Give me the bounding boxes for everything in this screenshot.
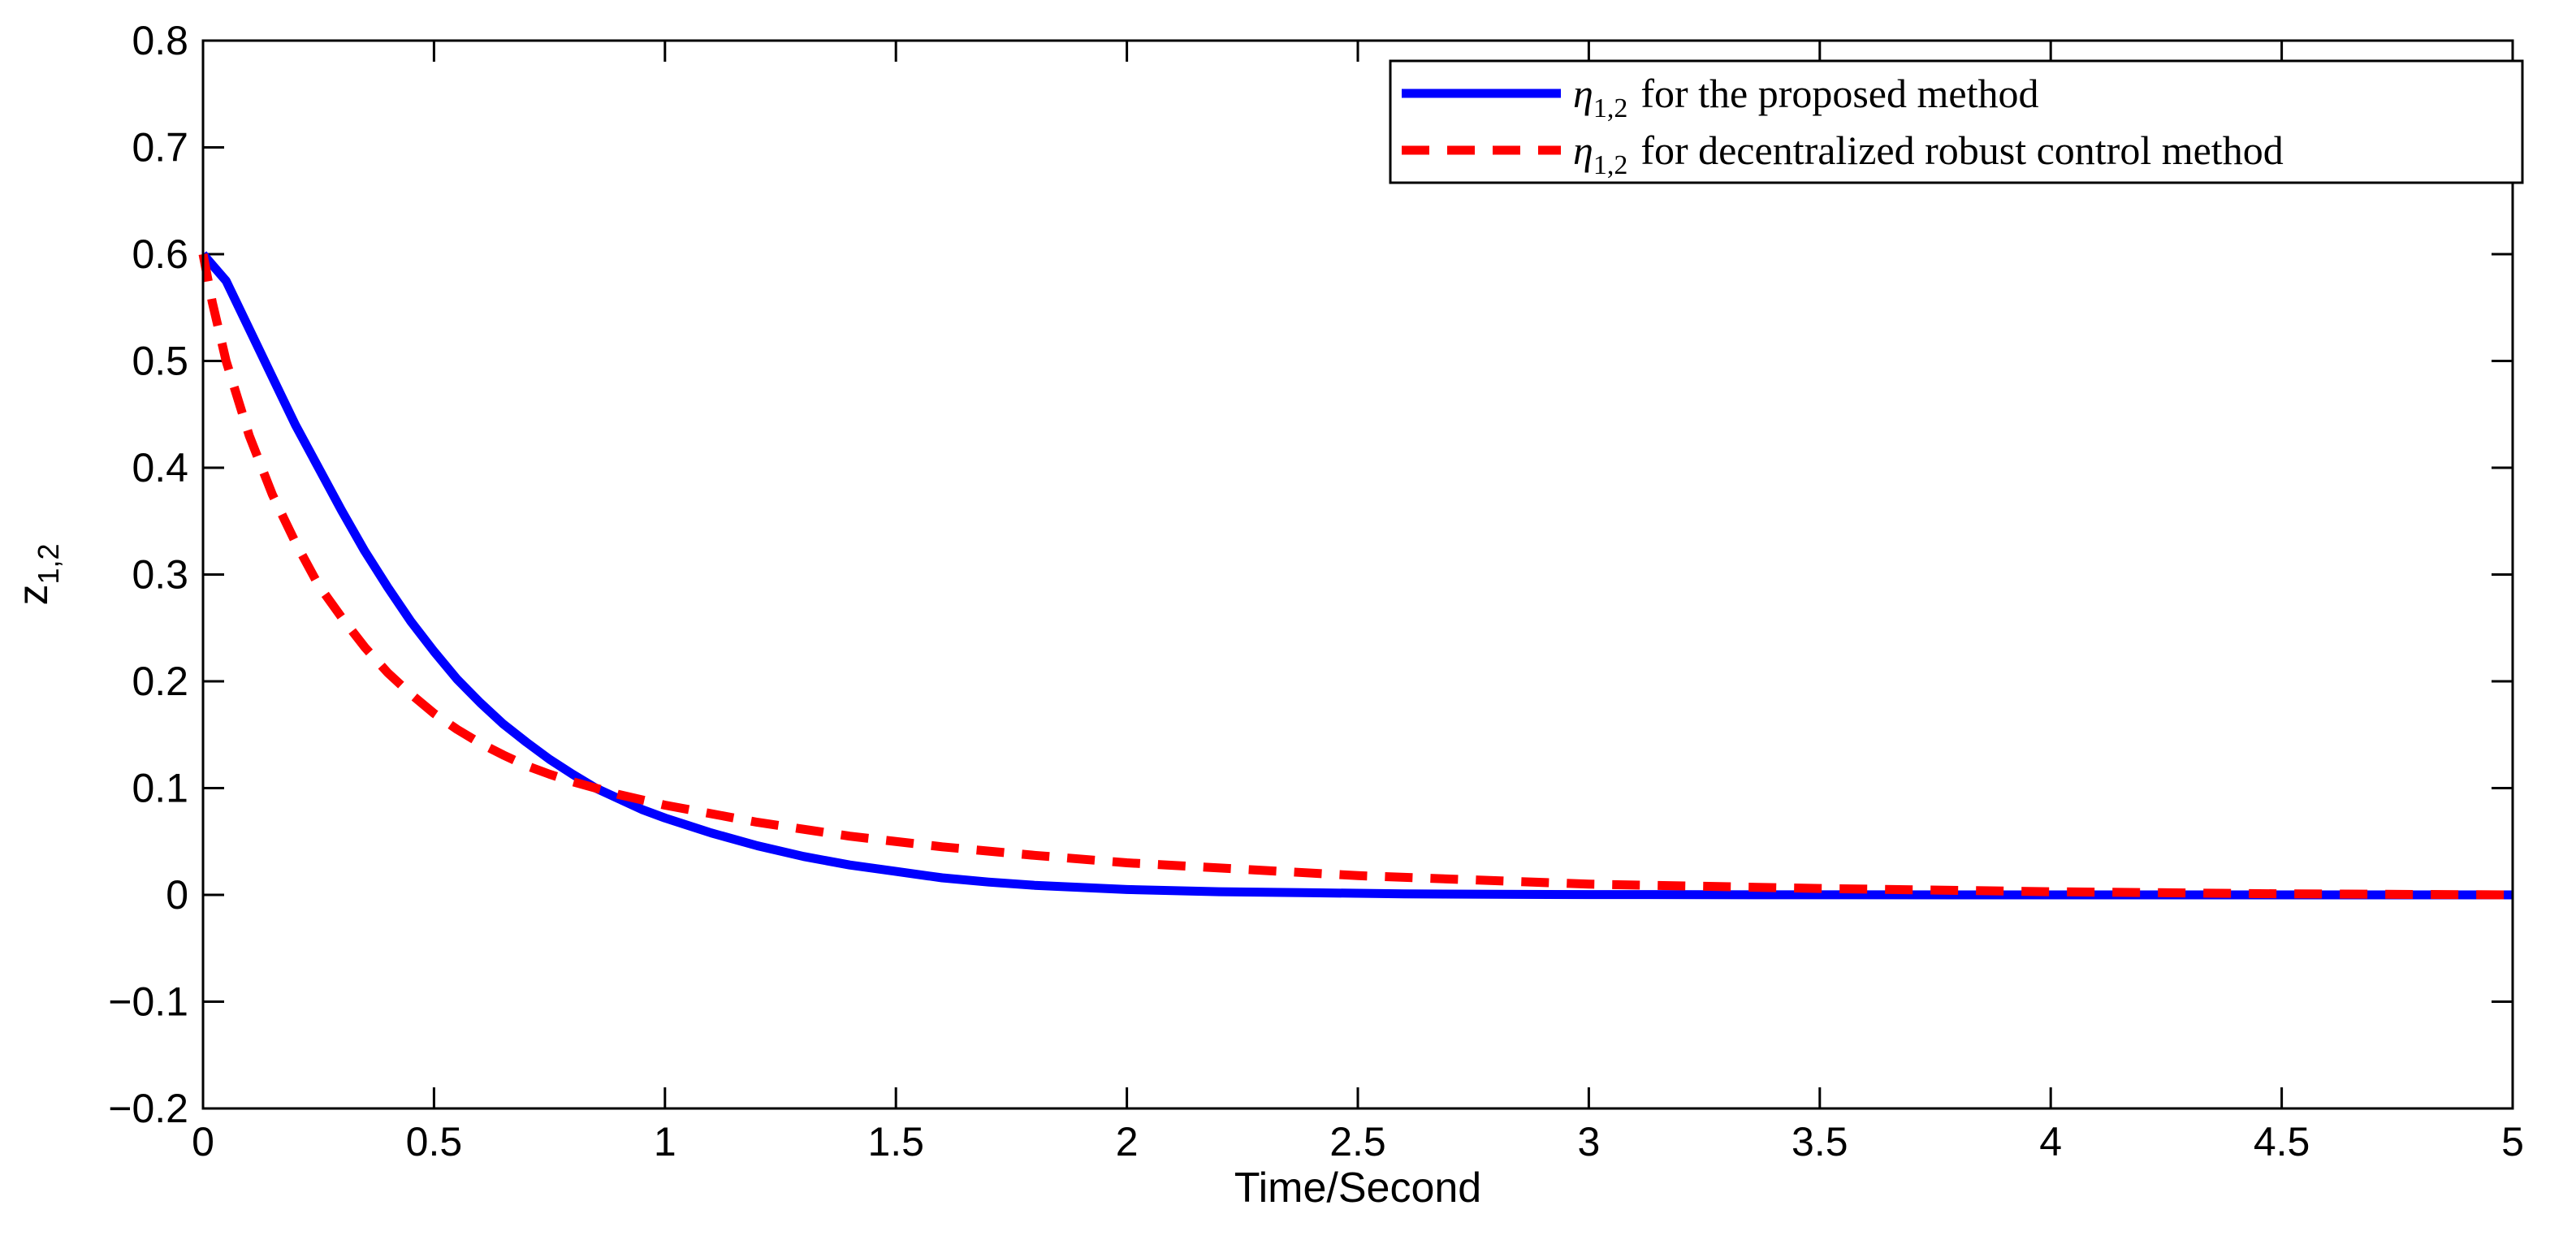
- series-line-proposed: [199, 251, 2513, 900]
- x-tick-label: 3: [1577, 1119, 1600, 1164]
- x-tick-label: 2: [1116, 1119, 1139, 1164]
- legend-entry-proposed: η1,2 for the proposed method: [1573, 71, 2038, 123]
- series-line-decentralized: [198, 253, 2513, 900]
- x-tick-label: 3.5: [1792, 1119, 1848, 1164]
- x-tick-label: 0.5: [406, 1119, 463, 1164]
- y-axis-label: z1,2: [10, 543, 65, 605]
- x-tick-label: 4: [2039, 1119, 2062, 1164]
- x-tick-label: 0: [192, 1119, 214, 1164]
- y-tick-label: 0.8: [132, 18, 188, 63]
- x-axis-label: Time/Second: [1234, 1164, 1481, 1212]
- y-tick-label: 0.7: [132, 125, 188, 171]
- legend-box: [1389, 59, 2524, 184]
- x-tick-label: 5: [2501, 1119, 2524, 1164]
- y-tick-label: 0.3: [132, 552, 188, 598]
- y-tick-label: 0.1: [132, 766, 188, 811]
- y-tick-label: 0.2: [132, 659, 188, 704]
- x-tick-label: 2.5: [1329, 1119, 1386, 1164]
- x-tick-label: 1.5: [867, 1119, 924, 1164]
- legend-entry-decentralized: η1,2 for decentralized robust control met…: [1573, 127, 2284, 180]
- x-tick-label: 4.5: [2254, 1119, 2310, 1164]
- y-tick-label: 0.4: [132, 445, 188, 490]
- y-tick-label: 0: [166, 872, 188, 918]
- y-tick-label: −0.2: [108, 1086, 188, 1131]
- y-tick-label: 0.5: [132, 339, 188, 384]
- y-tick-label: −0.1: [108, 979, 188, 1025]
- plot-area-frame: [201, 39, 2514, 1110]
- y-tick-label: 0.6: [132, 231, 188, 277]
- x-tick-label: 1: [654, 1119, 676, 1164]
